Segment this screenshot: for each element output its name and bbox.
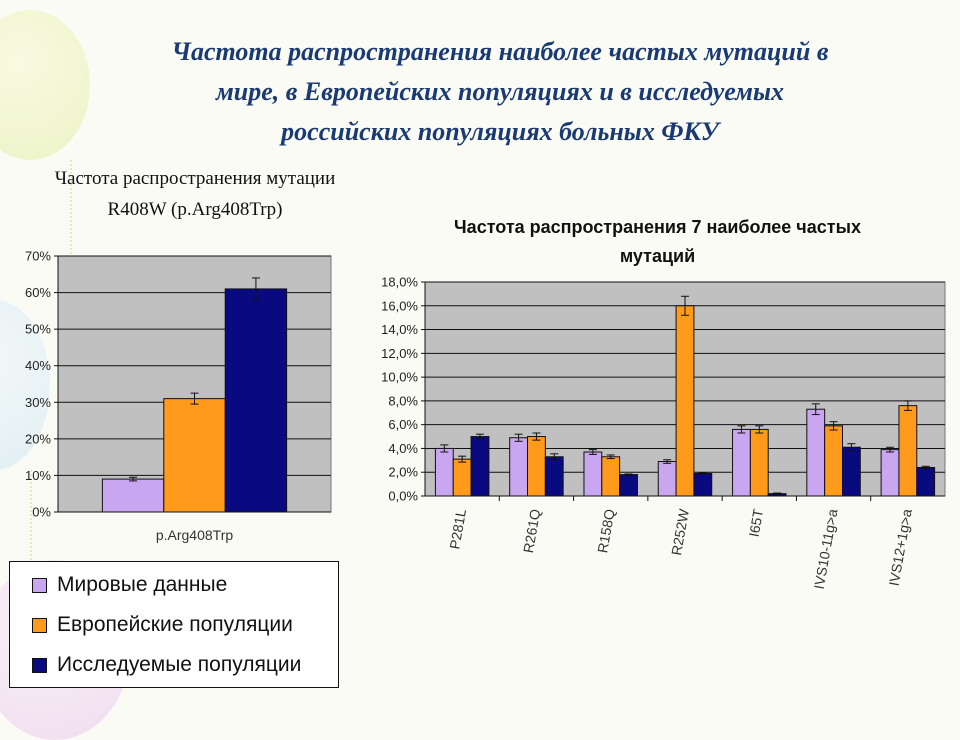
- legend-swatch-europe: [32, 617, 47, 633]
- left-chart-y-tick-label: 50%: [25, 322, 51, 337]
- right-chart-bar-studied: [619, 474, 638, 497]
- right-chart-category-label: R252W: [668, 507, 692, 557]
- right-chart-bar-europe: [601, 456, 621, 497]
- right-chart-bar-europe: [452, 458, 472, 497]
- right-chart-category-label: IVS10-11g>a: [811, 508, 841, 591]
- left-chart-title-line: Частота распространения мутации: [54, 168, 336, 189]
- right-chart-bar-europe: [824, 425, 843, 497]
- slide-title-line: мире, в Европейских популяциях и в иссле…: [215, 77, 785, 106]
- legend-label-europe: Европейские популяции: [57, 613, 293, 636]
- left-chart-bar-europe: [163, 398, 226, 513]
- left-chart-y-tick-label: 0%: [32, 505, 51, 520]
- right-chart-category-label: I65T: [746, 507, 767, 538]
- slide-title-line: Частота распространения наиболее частых …: [171, 37, 829, 66]
- right-chart-y-tick-label: 12,0%: [381, 346, 418, 361]
- right-chart-y-tick-label: 2,0%: [388, 465, 418, 480]
- legend-item-studied: Исследуемые популяции: [32, 650, 301, 680]
- slide-title: Частота распространения наиболее частых …: [60, 32, 940, 152]
- right-chart-category-label: R261Q: [520, 508, 543, 555]
- right-chart-title-line: мутаций: [619, 246, 696, 266]
- right-chart-title: Частота распространения 7 наиболее часты…: [395, 213, 920, 271]
- right-chart-bar-europe: [749, 428, 769, 497]
- right-chart-y-tick-label: 8,0%: [388, 393, 418, 408]
- right-chart-bar-studied: [544, 456, 564, 497]
- right-chart-bar-world: [732, 428, 751, 497]
- right-chart-y-tick-label: 4,0%: [388, 441, 418, 456]
- right-chart-bar-world: [434, 447, 454, 497]
- left-chart-y-tick-label: 40%: [25, 358, 51, 373]
- right-chart-bar-world: [880, 449, 900, 497]
- right-chart-bar-world: [806, 408, 826, 497]
- left-chart-title: Частота распространения мутации R408W (p…: [15, 163, 375, 225]
- right-chart-title-line: Частота распространения 7 наиболее часты…: [454, 217, 861, 237]
- right-chart-bar-studied: [470, 436, 490, 497]
- legend-swatch-world: [32, 577, 47, 593]
- balloon-string: [70, 160, 72, 290]
- right-chart-bar-europe: [898, 405, 918, 497]
- left-chart-y-tick-label: 30%: [25, 395, 51, 410]
- left-chart-title-line: R408W (p.Arg408Trp): [107, 199, 283, 220]
- right-chart-bar-europe: [675, 305, 695, 497]
- right-chart-bar-studied: [916, 466, 936, 497]
- legend-item-world: Мировые данные: [32, 570, 227, 600]
- left-chart-y-tick-label: 10%: [25, 468, 51, 483]
- right-chart-bar-world: [509, 437, 529, 497]
- legend-swatch-studied: [32, 657, 47, 673]
- left-chart-bar-world: [101, 478, 165, 513]
- left-chart-bar-studied: [224, 288, 288, 513]
- legend-item-europe: Европейские популяции: [32, 610, 293, 640]
- right-chart-bar-world: [657, 461, 677, 497]
- right-chart-bar-world: [583, 451, 603, 497]
- left-chart-category-label: p.Arg408Trp: [156, 527, 234, 543]
- balloon-string: [30, 470, 32, 560]
- right-chart-y-tick-label: 18,0%: [381, 275, 418, 290]
- left-chart-y-tick-label: 70%: [25, 249, 51, 264]
- right-chart-category-label: R158Q: [594, 508, 617, 555]
- right-chart-y-tick-label: 10,0%: [381, 370, 418, 385]
- legend-label-studied: Исследуемые популяции: [57, 653, 302, 676]
- right-chart-bar-studied: [841, 446, 861, 497]
- right-chart-y-tick-label: 16,0%: [381, 298, 418, 313]
- left-chart-y-tick-label: 20%: [25, 431, 51, 446]
- right-chart-bar-studied: [693, 472, 713, 497]
- charts-canvas: 0% 10% 20% 30% 40% 50% 60% 70% p.Arg408Trp 0,0% 2,…: [25, 249, 946, 591]
- left-chart-y-tick-label: 60%: [25, 285, 51, 300]
- legend-label-world: Мировые данные: [57, 573, 228, 596]
- slide-title-line: российских популяциях больных ФКУ: [281, 117, 719, 146]
- right-chart-bar-europe: [527, 436, 546, 497]
- right-chart-category-label: P281L: [446, 508, 469, 551]
- chart-legend: Мировые данные Европейские популяции Исс…: [9, 561, 339, 688]
- right-chart-y-tick-label: 6,0%: [388, 417, 418, 432]
- right-chart-y-tick-label: 0,0%: [388, 489, 418, 504]
- right-chart-category-label: IVS12+1g>a: [886, 508, 915, 588]
- right-chart-y-tick-label: 14,0%: [381, 322, 418, 337]
